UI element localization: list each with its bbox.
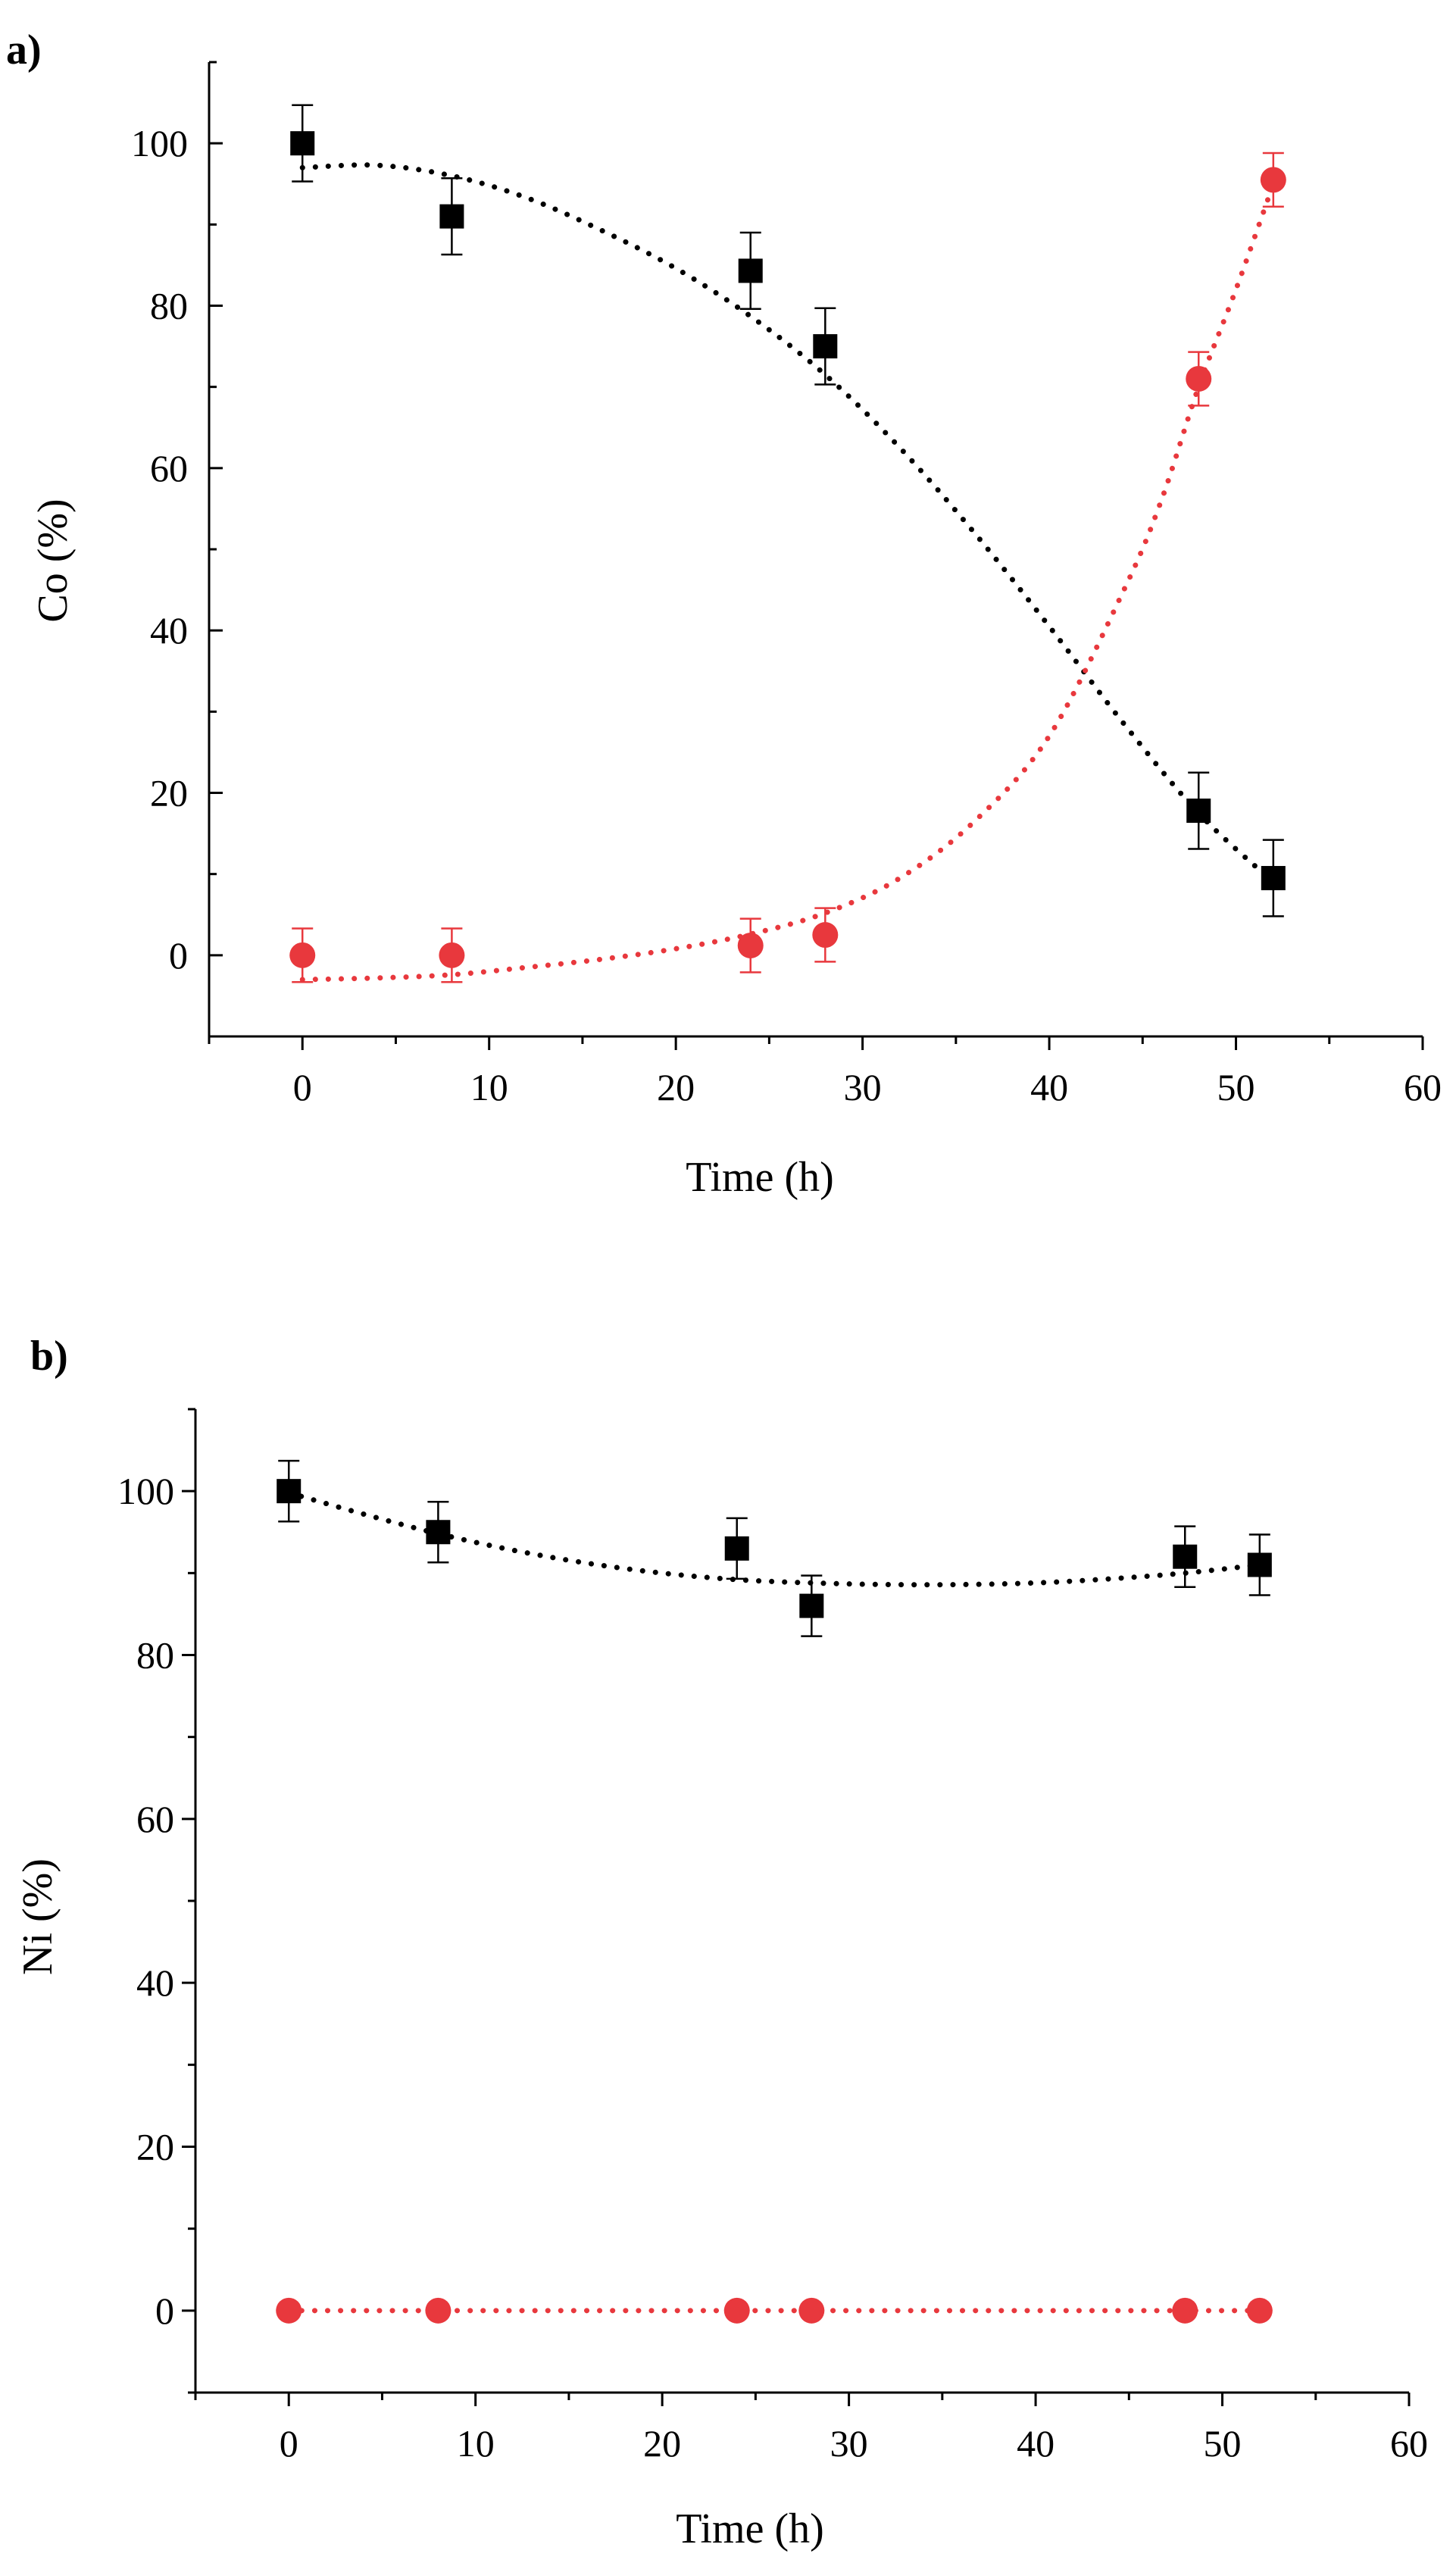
y-axis-title-a: Co (%) bbox=[30, 499, 77, 622]
data-point-square bbox=[799, 1593, 824, 1618]
data-point-circle bbox=[723, 2297, 750, 2324]
y-tick-label: 0 bbox=[169, 934, 188, 977]
data-point-circle bbox=[1246, 2297, 1273, 2324]
data-point-circle bbox=[737, 932, 764, 958]
data-point-square bbox=[277, 1479, 302, 1504]
x-tick-label: 0 bbox=[280, 2422, 298, 2465]
data-point-square bbox=[290, 131, 315, 156]
data-point-circle bbox=[439, 942, 465, 968]
data-point-circle bbox=[1186, 365, 1212, 392]
data-point-square bbox=[738, 258, 763, 283]
data-point-square bbox=[1247, 1552, 1272, 1577]
trend-line-red bbox=[299, 181, 1276, 983]
panel-label-a: a) bbox=[6, 27, 42, 73]
y-tick-label: 40 bbox=[150, 609, 188, 652]
data-point-square bbox=[813, 334, 838, 359]
y-axis-title-b: Ni (%) bbox=[14, 1858, 61, 1975]
panel-a: a) Time (h) Co (%) 0 10 20 30 40 50 60 0 20 40 60 8… bbox=[6, 27, 1442, 1201]
data-point-circle bbox=[289, 942, 316, 968]
x-tick-label: 20 bbox=[657, 1066, 695, 1108]
data-point-square bbox=[426, 1520, 451, 1545]
y-tick-label: 80 bbox=[136, 1634, 174, 1677]
data-point-circle bbox=[1172, 2297, 1198, 2324]
x-tick-label: 0 bbox=[293, 1066, 312, 1108]
x-tick-label: 30 bbox=[830, 2422, 868, 2465]
x-tick-label: 60 bbox=[1404, 1066, 1442, 1108]
trend-line-black bbox=[299, 162, 1276, 885]
x-tick-label: 20 bbox=[643, 2422, 681, 2465]
y-tick-label: 40 bbox=[136, 1961, 174, 2004]
y-tick-label: 0 bbox=[155, 2290, 174, 2332]
y-tick-label: 100 bbox=[131, 122, 188, 164]
x-axis-title-b: Time (h) bbox=[676, 2505, 824, 2552]
data-point-circle bbox=[812, 922, 839, 949]
data-point-square bbox=[1173, 1544, 1198, 1569]
y-tick-label: 20 bbox=[150, 772, 188, 814]
y-tick-label: 60 bbox=[136, 1798, 174, 1840]
data-point-square bbox=[1261, 866, 1286, 891]
x-tick-label: 60 bbox=[1390, 2422, 1428, 2465]
data-point-square bbox=[724, 1536, 749, 1561]
panel-label-b: b) bbox=[30, 1333, 68, 1380]
y-tick-label: 80 bbox=[150, 285, 188, 327]
data-point-circle bbox=[276, 2297, 302, 2324]
x-axis-title-a: Time (h) bbox=[686, 1154, 834, 1201]
x-tick-label: 10 bbox=[470, 1066, 508, 1108]
y-tick-label: 20 bbox=[136, 2126, 174, 2168]
panel-b: b) Time (h) Ni (%) 0 10 20 30 40 50 60 0 20 40 60 8… bbox=[14, 1333, 1428, 2552]
x-tick-label: 40 bbox=[1017, 2422, 1055, 2465]
x-tick-label: 30 bbox=[844, 1066, 882, 1108]
data-point-square bbox=[439, 204, 464, 229]
x-tick-label: 40 bbox=[1030, 1066, 1068, 1108]
x-tick-label: 50 bbox=[1204, 2422, 1242, 2465]
x-tick-label: 50 bbox=[1217, 1066, 1255, 1108]
data-point-circle bbox=[798, 2297, 825, 2324]
data-point-circle bbox=[1260, 167, 1286, 193]
data-point-square bbox=[1186, 799, 1211, 824]
data-point-circle bbox=[425, 2297, 451, 2324]
y-tick-label: 60 bbox=[150, 447, 188, 489]
x-tick-label: 10 bbox=[457, 2422, 495, 2465]
y-tick-label: 100 bbox=[117, 1470, 174, 1512]
